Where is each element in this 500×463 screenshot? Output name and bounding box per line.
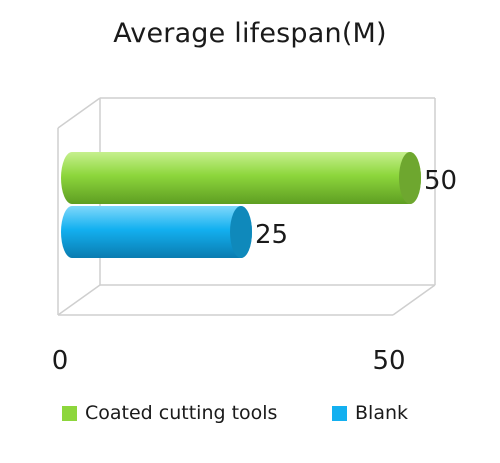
legend-label: Coated cutting tools bbox=[85, 402, 278, 424]
floor-right-edge bbox=[392, 284, 436, 316]
chart-title: Average lifespan(M) bbox=[113, 18, 387, 49]
floor-left-edge bbox=[57, 284, 101, 316]
bars-group: 50 25 bbox=[61, 152, 457, 258]
bar-body bbox=[61, 206, 252, 258]
bar-end-cap bbox=[230, 206, 252, 258]
legend-item: Coated cutting tools bbox=[62, 402, 277, 424]
legend: Coated cutting tools Blank bbox=[0, 402, 500, 428]
bar-body bbox=[61, 152, 421, 204]
bar-2: 25 bbox=[61, 206, 288, 258]
x-tick-label: 0 bbox=[52, 346, 69, 376]
data-label: 50 bbox=[424, 166, 457, 196]
legend-label: Blank bbox=[355, 402, 409, 424]
x-tick-label: 50 bbox=[372, 346, 405, 376]
bar-end-cap bbox=[399, 152, 421, 204]
legend-item: Blank bbox=[332, 402, 408, 424]
legend-swatch bbox=[332, 405, 347, 421]
side-wall-top-edge bbox=[57, 97, 101, 129]
data-label: 25 bbox=[255, 220, 288, 250]
legend-swatch bbox=[62, 405, 77, 421]
x-axis-ticks: 0 50 bbox=[52, 346, 406, 376]
bar-1: 50 bbox=[61, 152, 457, 204]
